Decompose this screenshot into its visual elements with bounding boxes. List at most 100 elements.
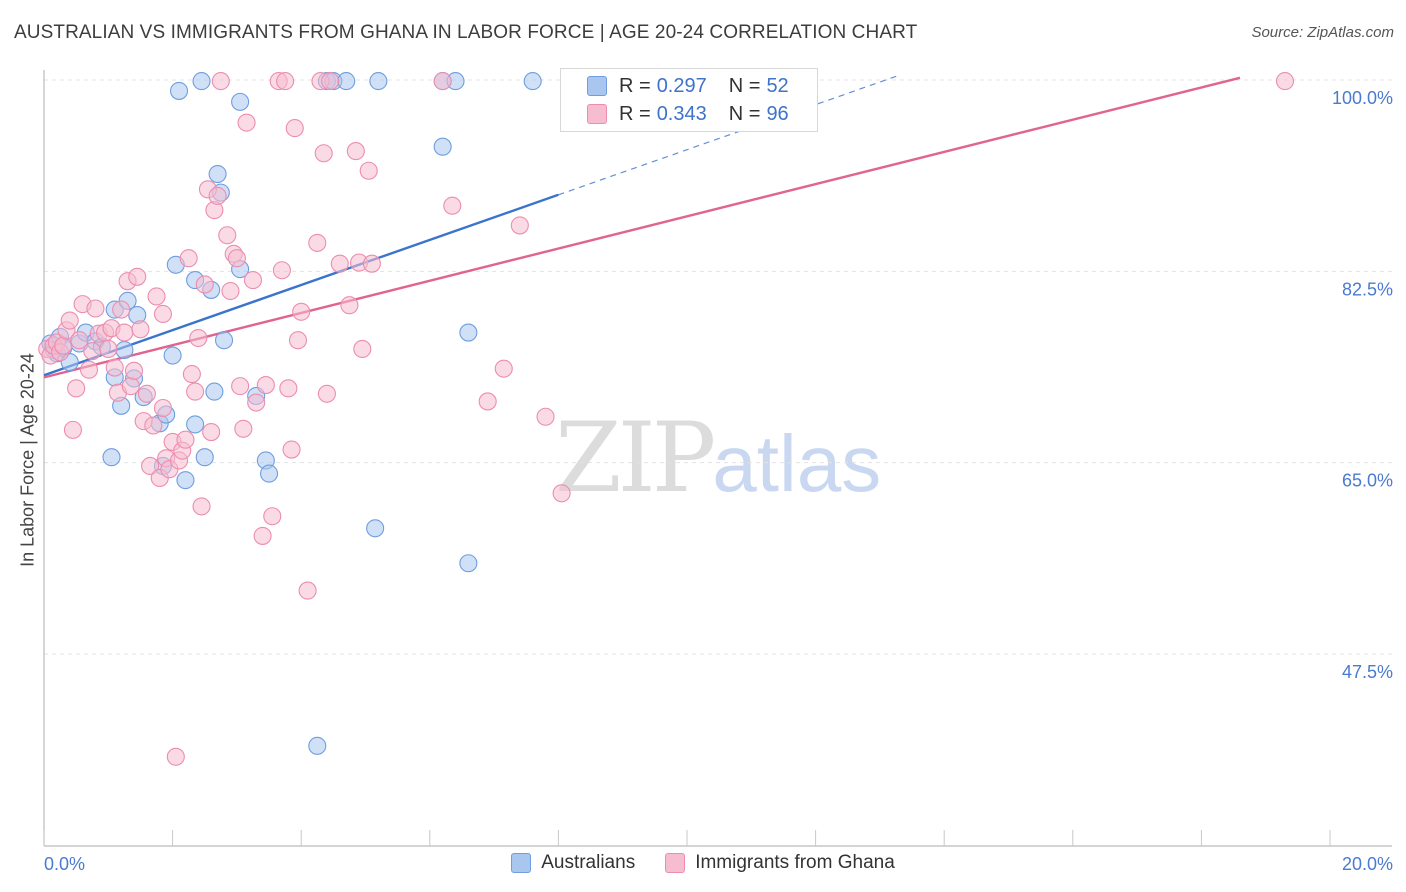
- data-point-pink: [237, 113, 256, 132]
- legend-label-australians: Australians: [541, 852, 636, 873]
- x-tick-label: 0.0%: [44, 854, 85, 874]
- data-point-blue: [102, 448, 121, 467]
- data-point-blue: [459, 554, 478, 573]
- data-point-pink: [166, 747, 185, 766]
- data-point-pink: [234, 419, 253, 438]
- legend-swatch-pink: [665, 853, 686, 873]
- data-point-blue: [433, 137, 452, 156]
- y-tick-label: 65.0%: [1342, 471, 1393, 491]
- data-point-pink: [536, 407, 555, 426]
- data-point-pink: [144, 416, 163, 435]
- data-point-blue: [523, 72, 542, 91]
- data-point-pink: [359, 161, 378, 180]
- data-point-pink: [202, 423, 221, 442]
- data-point-pink: [176, 430, 195, 449]
- legend-r-value: 0.297: [656, 74, 707, 97]
- data-point-pink: [79, 360, 99, 379]
- data-point-blue: [195, 448, 214, 467]
- legend-n-label: N =: [728, 102, 761, 125]
- data-point-pink: [189, 328, 208, 348]
- data-point-pink: [276, 72, 295, 91]
- data-point-blue: [169, 81, 189, 100]
- data-point-pink: [308, 233, 327, 252]
- legend-n-value: 96: [766, 102, 789, 125]
- legend-swatch-blue: [587, 76, 607, 96]
- data-point-pink: [330, 254, 349, 273]
- data-point-pink: [340, 296, 359, 315]
- data-point-pink: [186, 382, 205, 401]
- legend-row-australians: R = 0.297 N = 52: [587, 73, 789, 99]
- watermark-zip: ZIP: [555, 402, 716, 514]
- data-point-pink: [288, 331, 308, 350]
- data-point-pink: [86, 299, 105, 318]
- data-point-pink: [253, 526, 272, 545]
- data-point-pink: [195, 275, 214, 294]
- data-point-pink: [112, 300, 131, 319]
- data-point-pink: [478, 392, 497, 411]
- data-point-pink: [128, 267, 147, 286]
- data-point-pink: [494, 359, 513, 378]
- source-label: Source: ZipAtlas.com: [1251, 24, 1394, 41]
- data-point-blue: [208, 164, 227, 184]
- y-tick-label: 47.5%: [1342, 662, 1393, 682]
- data-point-pink: [298, 581, 317, 600]
- data-point-blue: [192, 72, 211, 91]
- data-point-pink: [314, 144, 333, 163]
- data-point-blue: [186, 415, 205, 434]
- chart-title: AUSTRALIAN VS IMMIGRANTS FROM GHANA IN L…: [14, 22, 918, 43]
- data-point-pink: [218, 226, 237, 245]
- data-point-pink: [279, 379, 298, 398]
- data-point-pink: [141, 456, 160, 475]
- data-point-pink: [317, 384, 336, 403]
- data-point-pink: [208, 186, 227, 205]
- data-point-pink: [243, 271, 263, 290]
- data-point-pink: [179, 249, 198, 268]
- legend-n-label: N =: [728, 74, 761, 97]
- data-point-blue: [459, 323, 478, 342]
- data-point-pink: [552, 484, 571, 503]
- legend-swatch-blue: [511, 853, 532, 873]
- data-point-pink: [362, 254, 381, 273]
- stats-legend: R = 0.297 N = 52 R = 0.343 N = 96: [560, 68, 818, 132]
- data-point-blue: [214, 331, 234, 350]
- legend-swatch-pink: [587, 104, 607, 124]
- data-point-pink: [321, 72, 340, 91]
- gridlines: [44, 79, 1392, 655]
- trend-extension-blue: [558, 74, 900, 196]
- data-point-blue: [259, 464, 279, 483]
- data-point-pink: [247, 393, 266, 412]
- legend-row-ghana: R = 0.343 N = 96: [587, 101, 789, 127]
- data-point-blue: [369, 72, 388, 91]
- data-point-pink: [115, 323, 134, 342]
- legend-item-ghana[interactable]: Immigrants from Ghana: [665, 852, 895, 874]
- data-point-blue: [366, 519, 385, 538]
- data-point-pink: [433, 72, 452, 91]
- data-point-pink: [147, 287, 166, 306]
- tick-labels: 100.0% 82.5% 65.0% 47.5% 0.0% 20.0%: [44, 88, 1393, 874]
- data-point-pink: [263, 507, 282, 526]
- legend-item-australians[interactable]: Australians: [511, 852, 635, 874]
- data-point-pink: [443, 196, 462, 215]
- data-point-pink: [70, 331, 89, 350]
- data-points: [38, 72, 1295, 766]
- data-point-pink: [1275, 72, 1295, 91]
- data-point-blue: [231, 92, 250, 111]
- data-point-pink: [131, 320, 150, 339]
- data-point-pink: [227, 249, 246, 268]
- data-point-pink: [124, 361, 144, 380]
- legend-n-value: 52: [766, 74, 789, 97]
- data-point-pink: [221, 281, 240, 301]
- data-point-pink: [353, 339, 372, 359]
- data-point-pink: [282, 440, 301, 459]
- data-point-pink: [67, 379, 86, 398]
- watermark-atlas: atlas: [712, 419, 882, 508]
- data-point-pink: [285, 119, 304, 138]
- data-point-blue: [308, 736, 327, 755]
- data-point-pink: [83, 342, 102, 361]
- x-tick-label: 20.0%: [1342, 854, 1393, 874]
- data-point-blue: [337, 72, 356, 91]
- data-point-pink: [346, 142, 365, 161]
- data-point-pink: [153, 398, 173, 418]
- watermark: ZIPatlas: [555, 402, 881, 514]
- legend-r-label: R =: [619, 102, 651, 125]
